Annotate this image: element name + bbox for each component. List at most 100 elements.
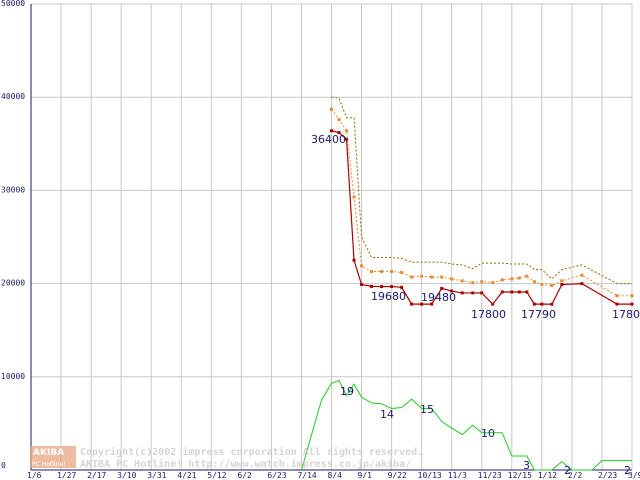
series-point-1 [330,107,333,111]
series-point-1 [560,279,564,283]
data-label: 17790 [521,308,556,321]
x-tick-label: 3/9 [628,471,640,480]
series-group [300,96,634,471]
series-point-0 [471,291,475,295]
x-tick-label: 1/6 [27,471,42,480]
series-point-1 [580,273,584,277]
series-line-2 [331,96,632,285]
series-point-0 [410,302,414,306]
x-tick-label: 8/4 [328,471,343,480]
series-point-1 [615,294,619,298]
series-point-0 [525,290,529,294]
series-point-1 [345,129,349,133]
x-tick-label: 3/10 [117,471,136,480]
data-label: 17800 [471,308,506,321]
x-tick-label: 6/2 [237,471,252,480]
series-point-0 [330,129,333,133]
data-label: 36400 [311,133,346,146]
series-point-0 [540,302,544,306]
x-tick-label: 9/1 [358,471,373,480]
y-tick-label: 50000 [1,0,25,8]
series-point-1 [410,275,414,279]
series-point-1 [460,279,464,283]
series-point-0 [420,302,424,306]
series-point-0 [532,302,536,306]
series-point-0 [360,283,364,287]
y-tick-label: 30000 [1,185,25,194]
series-point-1 [630,294,634,298]
x-tick-label: 12/15 [508,471,532,480]
series-point-1 [471,281,475,285]
copyright-line: Copyright(c)2002 impress corporation All… [80,446,423,458]
series-point-0 [630,302,634,306]
series-point-0 [400,285,404,289]
series-point-0 [491,302,495,306]
series-point-1 [430,275,434,279]
y-tick-label: 40000 [1,92,25,101]
series-point-1 [510,277,514,281]
series-point-1 [352,195,356,199]
data-label: 19480 [421,291,456,304]
series-point-1 [380,269,384,273]
series-point-1 [390,269,394,273]
x-tick-label: 2/23 [598,471,617,480]
data-label: 19680 [371,290,406,303]
series-point-1 [400,270,404,274]
series-point-0 [500,290,504,294]
series-point-0 [517,290,521,294]
series-point-0 [370,284,374,288]
x-tick-label: 5/12 [207,471,226,480]
series-point-0 [337,131,341,135]
series-point-1 [491,281,495,285]
x-tick-label: 4/21 [177,471,196,480]
series-point-0 [345,137,349,141]
series-point-0 [352,258,356,262]
series-point-0 [480,291,484,295]
data-label: 2 [564,464,571,477]
data-label: 15 [420,403,434,416]
series-point-0 [390,285,394,289]
series-point-1 [525,274,529,278]
series-point-1 [337,118,341,122]
series-point-1 [500,278,504,282]
series-point-0 [510,290,514,294]
data-label: 10 [481,427,495,440]
series-point-1 [450,277,454,281]
series-point-1 [550,283,554,287]
x-tick-label: 1/27 [57,471,76,480]
data-label: 19 [340,385,354,398]
series-point-0 [560,283,564,287]
series-point-0 [380,285,384,289]
series-point-1 [532,280,536,284]
x-tick-label: 2/17 [87,471,106,480]
data-label: 2 [624,464,631,477]
x-tick-label: 11/23 [478,471,502,480]
series-point-1 [440,275,444,279]
logo-subtext: PC Hotline! [32,461,65,468]
series-point-0 [450,289,454,293]
series-point-0 [615,302,619,306]
data-label: 17800 [612,308,640,321]
series-point-0 [580,282,584,286]
series-point-0 [440,286,444,290]
series-point-1 [540,283,544,287]
x-tick-label: 6/23 [267,471,286,480]
x-tick-label: 10/13 [418,471,442,480]
y-tick-label: 10000 [1,372,25,381]
x-tick-label: 11/3 [448,471,467,480]
series-point-1 [517,276,521,280]
watermark: AKIBA PC Hotline! Copyright(c)2002 impre… [30,446,423,470]
site-line: AKIBA PC Hotline! http://www.watch.impre… [80,458,411,470]
series-point-1 [370,269,374,273]
y-tick-label: 0 [1,461,6,470]
x-tick-label: 1/12 [538,471,557,480]
logo-box-bottom [30,458,76,468]
series-point-1 [360,264,364,268]
series-point-0 [550,302,554,306]
logo-box-top [30,446,76,458]
series-point-1 [420,274,424,278]
count-line [300,379,632,471]
